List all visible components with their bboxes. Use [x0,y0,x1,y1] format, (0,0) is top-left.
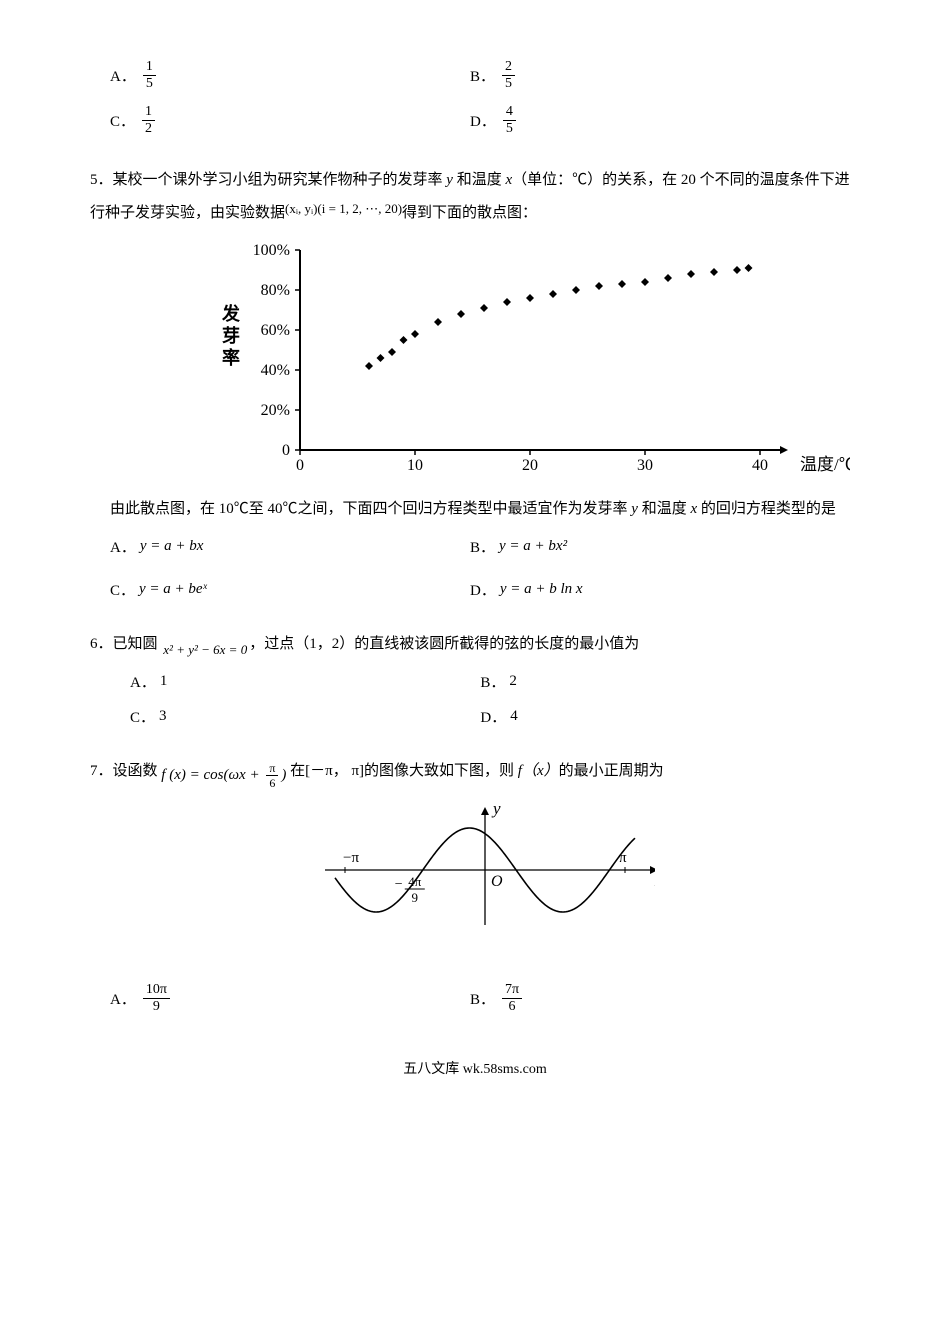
function-graph: yxO−ππ−4π9 [90,798,860,973]
q5-stem: 5．某校一个课外学习小组为研究某作物种子的发芽率 y 和温度 x（单位：℃）的关… [90,164,860,230]
q4-opt-a: A． 1 5 [110,60,470,91]
fraction: 10π 9 [143,983,170,1014]
svg-text:x: x [654,871,655,890]
fraction: 4 5 [503,105,516,136]
option-letter: B． [470,988,495,1009]
svg-text:20: 20 [522,457,538,474]
question-number: 7． [90,763,113,779]
svg-text:−π: −π [343,850,359,866]
option-letter: C． [110,110,135,131]
svg-text:4π: 4π [408,874,422,889]
q5-options: A． y = a + bx B． y = a + bx² C． y = a + … [110,536,860,614]
question-number: 6． [90,636,113,652]
q4-options: A． 1 5 B． 2 5 C． 1 2 D． 4 5 [110,60,860,150]
q6-opt-d: D． 4 [480,706,830,727]
option-math: y = a + beˣ [139,581,207,598]
fraction: 1 5 [143,60,156,91]
svg-text:−: − [395,877,403,892]
option-letter: A． [110,65,136,86]
fraction: 2 5 [502,60,515,91]
question-number: 5． [90,172,113,188]
svg-text:9: 9 [412,890,419,905]
option-value: 1 [160,673,168,690]
option-letter: A． [130,671,156,692]
svg-text:0: 0 [282,442,290,459]
q7-opt-b: B． 7π 6 [470,983,830,1014]
q5-opt-c: C． y = a + beˣ [110,579,470,600]
inline-math: (xᵢ, yᵢ)(i = 1, 2, ⋯, 20) [285,201,402,216]
svg-text:40: 40 [752,457,768,474]
q7-opt-a: A． 10π 9 [110,983,470,1014]
q5-after-chart: 由此散点图，在 10℃至 40℃之间，下面四个回归方程类型中最适宜作为发芽率 y… [110,493,860,526]
q5-opt-b: B． y = a + bx² [470,536,830,557]
inline-math: f (x) = cos(ωx + π6) [161,767,290,783]
option-math: y = a + bx [140,538,204,555]
q6-opt-b: B． 2 [480,671,830,692]
svg-text:O: O [491,873,503,890]
q6-opt-a: A． 1 [130,671,480,692]
svg-text:40%: 40% [261,362,290,379]
option-letter: B． [480,671,505,692]
svg-text:0: 0 [296,457,304,474]
q4-opt-b: B． 2 5 [470,60,830,91]
q4-opt-d: D． 4 5 [470,105,830,136]
option-value: 4 [510,708,518,725]
option-letter: D． [480,706,506,727]
svg-text:芽: 芽 [222,325,240,346]
q6-opt-c: C． 3 [130,706,480,727]
page-footer: 五八文库 wk.58sms.com [90,1058,860,1078]
option-letter: C． [110,579,135,600]
svg-text:温度/℃: 温度/℃ [800,455,850,474]
option-letter: D． [470,110,496,131]
option-letter: A． [110,988,136,1009]
fraction: 7π 6 [502,983,522,1014]
function-svg: yxO−ππ−4π9 [295,798,655,968]
svg-text:10: 10 [407,457,423,474]
inline-math: x² + y² − 6x = 0 [163,642,247,657]
q7-options: A． 10π 9 B． 7π 6 [110,983,860,1028]
option-letter: D． [470,579,496,600]
q5-opt-a: A． y = a + bx [110,536,470,557]
fraction: 1 2 [142,105,155,136]
q6-stem: 6．已知圆 x² + y² − 6x = 0，过点（1，2）的直线被该圆所截得的… [90,628,860,661]
svg-text:发: 发 [221,303,241,324]
option-value: 3 [159,708,167,725]
q6-options: A． 1 B． 2 C． 3 D． 4 [130,671,860,741]
svg-text:30: 30 [637,457,653,474]
svg-text:60%: 60% [261,322,290,339]
svg-text:20%: 20% [261,402,290,419]
svg-text:80%: 80% [261,282,290,299]
option-letter: A． [110,536,136,557]
option-letter: B． [470,536,495,557]
option-letter: B． [470,65,495,86]
option-math: y = a + b ln x [500,581,583,598]
option-letter: C． [130,706,155,727]
q4-opt-c: C． 1 2 [110,105,470,136]
svg-text:100%: 100% [253,242,290,259]
scatter-svg: 发芽率 0 20% 40% 60% 80% 100% 0 10 20 30 40 温度/℃ [190,240,850,480]
svg-text:率: 率 [222,347,240,368]
q5-opt-d: D． y = a + b ln x [470,579,830,600]
svg-text:y: y [491,799,501,818]
q7-stem: 7．设函数 f (x) = cos(ωx + π6) 在[－π， π]的图像大致… [90,755,860,788]
option-value: 2 [509,673,517,690]
scatter-chart: 发芽率 0 20% 40% 60% 80% 100% 0 10 20 30 40 温度/℃ [190,240,860,485]
option-math: y = a + bx² [499,538,567,555]
